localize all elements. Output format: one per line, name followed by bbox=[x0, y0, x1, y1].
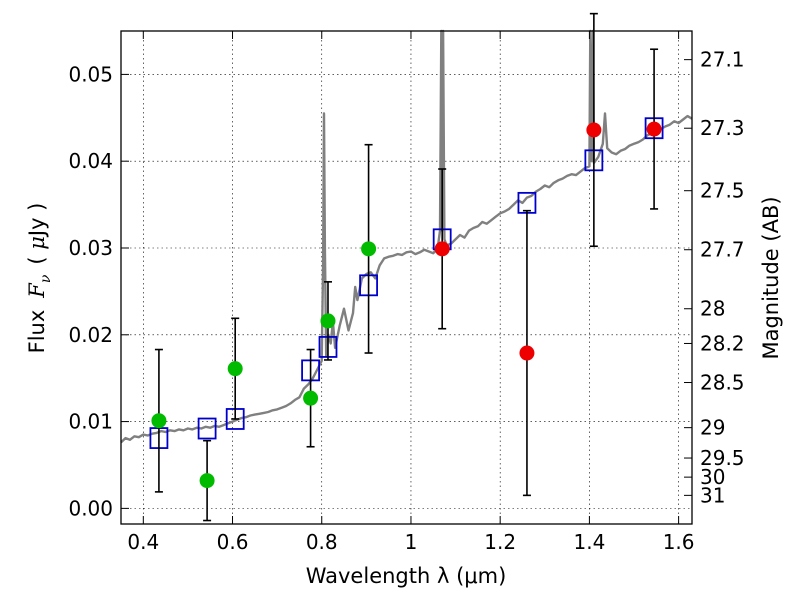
x-tick-label: 0.4 bbox=[127, 530, 159, 554]
x-axis-label: Wavelength λ (μm) bbox=[306, 564, 507, 588]
optical-detection-point bbox=[303, 390, 319, 406]
magnitude-tick-label: 27.7 bbox=[700, 238, 745, 262]
plot-frame bbox=[120, 30, 693, 525]
magnitude-tick-label: 27.3 bbox=[700, 116, 745, 140]
optical-detection-point bbox=[361, 241, 377, 257]
y-tick-label: 0.03 bbox=[68, 236, 113, 260]
magnitude-tick-label: 28.2 bbox=[700, 331, 745, 355]
optical-detection-point bbox=[199, 473, 215, 489]
y-axis-label-open: ( bbox=[25, 250, 49, 265]
magnitude-tick-label: 30 bbox=[700, 465, 725, 489]
x-tick-label: 0.8 bbox=[306, 530, 338, 554]
optical-detection-point bbox=[227, 361, 243, 377]
model-photometry-square bbox=[197, 417, 217, 440]
nir-detection-point bbox=[519, 345, 535, 361]
y-axis-label-unit: Jy ) bbox=[25, 203, 49, 239]
y-axis-label-word: Flux bbox=[25, 310, 49, 354]
x-tick-label: 1.4 bbox=[573, 530, 605, 554]
x-tick-label: 1.6 bbox=[663, 530, 695, 554]
y-axis-label-subscript: ν bbox=[38, 274, 54, 283]
optical-detection-point bbox=[151, 413, 167, 429]
y-tick-label: 0.02 bbox=[68, 323, 113, 347]
x-tick-label: 1.2 bbox=[484, 530, 516, 554]
nir-detection-point bbox=[434, 241, 450, 257]
magnitude-tick-label: 29 bbox=[700, 416, 725, 440]
y-tick-label: 0.05 bbox=[68, 62, 113, 86]
y-tick-label: 0.00 bbox=[68, 496, 113, 520]
magnitude-tick-label: 28 bbox=[700, 297, 725, 321]
x-tick-label: 1 bbox=[405, 530, 418, 554]
tick-layer: 0.4 0.6 0.8 1 1.2 1.4 1.6 0.00 0.01 0.02 0.03 0.04 0… bbox=[68, 31, 745, 554]
magnitude-tick-label: 27.1 bbox=[700, 48, 745, 72]
optical-detection-point bbox=[320, 313, 336, 329]
y-axis-label-mu: μ bbox=[25, 236, 49, 250]
y-tick-label: 0.01 bbox=[68, 410, 113, 434]
magnitude-tick-label: 27.5 bbox=[700, 179, 745, 203]
nir-detection-point bbox=[646, 121, 662, 137]
y-tick-label: 0.04 bbox=[68, 149, 113, 173]
y-axis-label-symbol: F bbox=[25, 282, 49, 299]
magnitude-tick-label: 29.5 bbox=[700, 446, 745, 470]
magnitude-tick-label: 28.5 bbox=[700, 371, 745, 395]
magnitude-tick-label: 31 bbox=[700, 483, 725, 507]
magnitude-axis-label: Magnitude (AB) bbox=[759, 196, 783, 359]
y-axis-label: Flux Fν ( μJy ) bbox=[25, 203, 54, 354]
x-tick-label: 0.6 bbox=[217, 530, 249, 554]
marker-layer bbox=[149, 12, 664, 522]
nir-detection-point bbox=[586, 122, 602, 138]
